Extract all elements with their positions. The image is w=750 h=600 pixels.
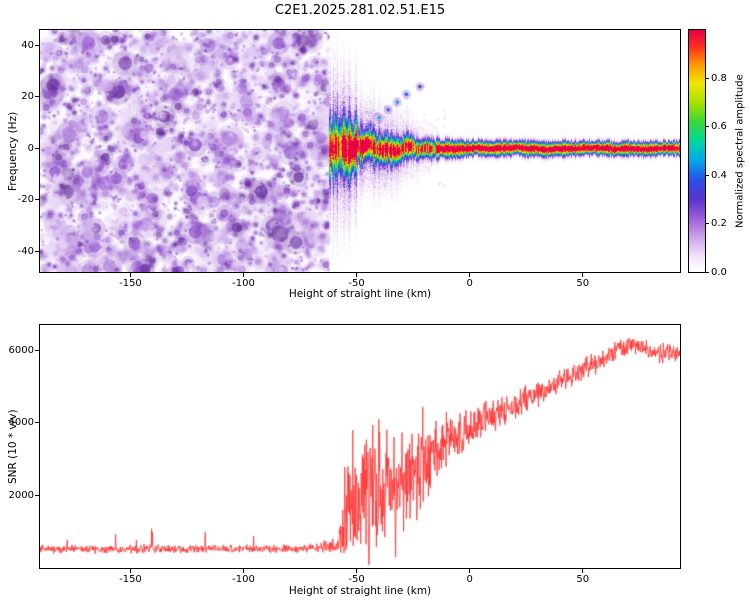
y-tick-label: 40 bbox=[21, 39, 34, 51]
colorbar-tick-label: 0.6 bbox=[711, 121, 727, 133]
spectrogram-canvas bbox=[40, 30, 680, 272]
x-tick-mark bbox=[356, 569, 358, 573]
colorbar-label: Normalized spectral amplitude bbox=[734, 74, 746, 228]
x-tick-label: 0 bbox=[466, 278, 473, 289]
y-tick-mark bbox=[35, 494, 39, 496]
colorbar-tick-mark bbox=[706, 271, 709, 273]
x-tick-mark bbox=[243, 569, 245, 573]
y-tick-label: 6000 bbox=[8, 344, 34, 356]
x-tick-mark bbox=[469, 273, 471, 277]
x-tick-label: -100 bbox=[232, 278, 255, 289]
colorbar-gradient bbox=[689, 30, 705, 272]
x-tick-label: -150 bbox=[119, 574, 142, 585]
y-tick-label: 0 bbox=[27, 142, 34, 154]
snr-x-axis-label: Height of straight line (km) bbox=[288, 585, 432, 597]
y-tick-mark bbox=[35, 422, 39, 424]
figure-title: C2E1.2025.281.02.51.E15 bbox=[274, 3, 446, 18]
x-tick-label: 0 bbox=[466, 574, 473, 585]
y-tick-mark bbox=[35, 199, 39, 201]
x-tick-label: -50 bbox=[348, 278, 365, 289]
y-tick-label: -20 bbox=[17, 194, 34, 206]
y-tick-mark bbox=[35, 147, 39, 149]
colorbar bbox=[688, 29, 706, 273]
snr-panel bbox=[39, 324, 681, 569]
y-tick-mark bbox=[35, 96, 39, 98]
y-tick-label: 2000 bbox=[8, 489, 34, 501]
x-tick-label: -50 bbox=[348, 574, 365, 585]
x-tick-label: -100 bbox=[232, 574, 255, 585]
colorbar-tick-mark bbox=[706, 223, 709, 225]
x-tick-mark bbox=[243, 273, 245, 277]
x-tick-mark bbox=[129, 569, 131, 573]
colorbar-tick-mark bbox=[706, 174, 709, 176]
colorbar-tick-mark bbox=[706, 126, 709, 128]
snr-line-canvas bbox=[40, 325, 680, 568]
x-tick-label: 50 bbox=[576, 574, 590, 585]
colorbar-tick-label: 0.2 bbox=[711, 218, 727, 230]
x-tick-mark bbox=[469, 569, 471, 573]
colorbar-tick-mark bbox=[706, 77, 709, 79]
x-tick-mark bbox=[582, 569, 584, 573]
colorbar-tick-label: 0.0 bbox=[711, 266, 727, 278]
y-tick-label: 4000 bbox=[8, 417, 34, 429]
y-tick-mark bbox=[35, 44, 39, 46]
y-tick-mark bbox=[35, 349, 39, 351]
spectrogram-x-axis-label: Height of straight line (km) bbox=[288, 288, 432, 300]
snr-axis-label: SNR (10 * v/v) bbox=[7, 409, 19, 484]
x-tick-mark bbox=[129, 273, 131, 277]
y-tick-label: 20 bbox=[21, 91, 34, 103]
colorbar-tick-label: 0.4 bbox=[711, 169, 727, 181]
x-tick-mark bbox=[356, 273, 358, 277]
colorbar-tick-label: 0.8 bbox=[711, 72, 727, 84]
x-tick-mark bbox=[582, 273, 584, 277]
y-tick-mark bbox=[35, 250, 39, 252]
y-tick-label: -40 bbox=[17, 245, 34, 257]
spectrogram-panel bbox=[39, 29, 681, 273]
x-tick-label: 50 bbox=[576, 278, 590, 289]
x-tick-label: -150 bbox=[119, 278, 142, 289]
